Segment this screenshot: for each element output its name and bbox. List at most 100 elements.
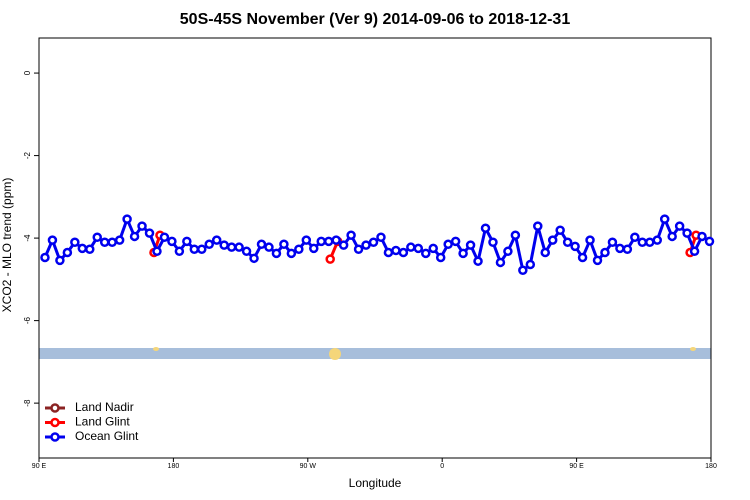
point [391, 245, 401, 256]
point [137, 221, 147, 231]
plot-frame [38, 37, 712, 459]
point [615, 243, 625, 254]
point [547, 235, 558, 245]
point [316, 236, 326, 247]
legend-marker [50, 432, 60, 442]
point [652, 235, 662, 245]
point [256, 239, 267, 250]
point [600, 247, 610, 258]
point [607, 237, 618, 247]
point [241, 246, 252, 257]
y-axis-label: XCO2 - MLO trend (ppm) [0, 178, 14, 313]
point [368, 237, 379, 247]
point [533, 221, 543, 231]
point [450, 236, 461, 247]
legend-marker [50, 403, 60, 413]
point [480, 223, 491, 233]
point [55, 255, 65, 266]
point [338, 240, 349, 250]
point [219, 240, 229, 250]
point [488, 237, 498, 247]
point [279, 239, 289, 250]
point [211, 235, 222, 245]
point [226, 242, 237, 252]
point [495, 257, 506, 268]
point [682, 228, 692, 238]
point [107, 237, 117, 247]
point [689, 246, 700, 257]
land-spot [329, 348, 341, 360]
point [510, 230, 521, 240]
point [353, 244, 364, 254]
x-tick-label: 180 [168, 463, 180, 470]
point [85, 244, 95, 254]
point [428, 243, 438, 254]
point [271, 248, 282, 259]
legend-label: Land Nadir [75, 400, 134, 414]
point [622, 244, 633, 254]
point [413, 243, 424, 254]
legend-label: Ocean Glint [75, 429, 139, 443]
point [667, 231, 677, 242]
point [570, 241, 580, 252]
point [630, 232, 640, 243]
point [189, 244, 200, 254]
x-tick-label: 90 W [300, 463, 317, 470]
legend-marker [50, 417, 60, 428]
point [159, 232, 170, 243]
point [174, 246, 185, 257]
point [70, 237, 80, 247]
point [383, 247, 394, 258]
point [197, 244, 207, 254]
y-tick-label: -8 [23, 399, 32, 407]
point [92, 232, 102, 243]
point [555, 225, 565, 236]
point [585, 235, 595, 245]
y-tick-label: -4 [23, 234, 32, 242]
chart-title: 50S-45S November (Ver 9) 2014-09-06 to 2… [180, 11, 571, 28]
point [264, 242, 274, 252]
point [562, 237, 573, 247]
point [443, 239, 453, 250]
land-spot [153, 347, 159, 351]
point [294, 244, 304, 254]
point [62, 247, 73, 258]
point [301, 235, 312, 245]
point [465, 240, 476, 250]
point [144, 228, 155, 238]
y-tick-label: -2 [23, 151, 32, 159]
x-tick-label: 180 [705, 463, 717, 470]
point [47, 235, 58, 245]
point [659, 214, 670, 224]
point [674, 221, 685, 231]
point [577, 252, 588, 263]
point [346, 230, 356, 240]
legend-label: Land Glint [75, 415, 130, 429]
point [167, 236, 177, 247]
point [286, 248, 297, 259]
point [458, 248, 468, 259]
point [435, 252, 446, 263]
point [592, 255, 603, 266]
point [645, 237, 655, 247]
x-tick-label: 0 [440, 463, 444, 470]
surface-band [39, 348, 711, 359]
point [152, 246, 162, 257]
point [114, 235, 125, 245]
point [40, 252, 50, 263]
point [518, 265, 528, 276]
point [503, 246, 513, 257]
point [525, 259, 536, 270]
point [398, 247, 409, 258]
x-tick-label: 90 E [569, 463, 584, 470]
x-axis-label: Longitude [349, 476, 402, 490]
x-tick-label: 90 E [32, 463, 47, 470]
y-tick-label: 0 [23, 70, 32, 75]
point [331, 235, 341, 245]
point [697, 231, 707, 242]
point [325, 254, 335, 264]
point [704, 236, 715, 247]
point [182, 236, 192, 247]
land-spot [690, 347, 696, 351]
